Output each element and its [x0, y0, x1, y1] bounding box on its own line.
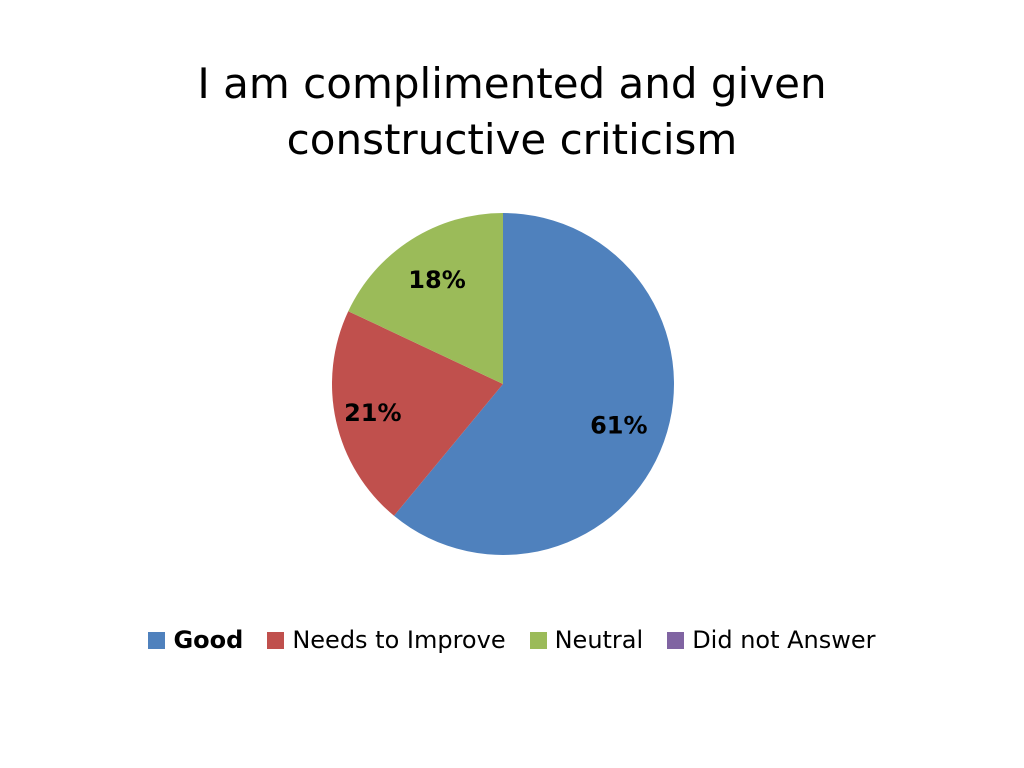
legend-label-did-not-answer: Did not Answer [692, 626, 876, 654]
pie-slice-needs-to-improve [332, 311, 503, 516]
legend-swatch-did-not-answer [667, 631, 685, 649]
chart-title: I am complimented and given constructive… [0, 56, 1024, 168]
legend-item-did-not-answer: Did not Answer [667, 626, 876, 654]
legend-label-needs-to-improve: Needs to Improve [292, 626, 506, 654]
legend-item-needs-to-improve: Needs to Improve [267, 626, 506, 654]
pie-slices [332, 213, 674, 555]
chart-legend: Good Needs to Improve Neutral Did not Answe… [0, 626, 1024, 654]
legend-label-neutral: Neutral [554, 626, 644, 654]
pie-data-labels: 61% 21% 18% [344, 266, 647, 440]
data-label-needs-to-improve: 21% [344, 399, 401, 427]
legend-swatch-neutral [529, 631, 547, 649]
chart-title-line-1: I am complimented and given [197, 59, 827, 108]
legend-item-good: Good [148, 626, 243, 654]
data-label-good: 61% [590, 412, 647, 440]
legend-swatch-needs-to-improve [267, 631, 285, 649]
legend-label-good: Good [173, 626, 244, 654]
legend-item-neutral: Neutral [529, 626, 644, 654]
data-label-neutral: 18% [408, 266, 465, 294]
legend-swatch-good [148, 631, 166, 649]
pie-slice-neutral [348, 213, 503, 384]
chart-title-line-2: constructive criticism [286, 115, 738, 164]
pie-slice-good [394, 213, 674, 555]
